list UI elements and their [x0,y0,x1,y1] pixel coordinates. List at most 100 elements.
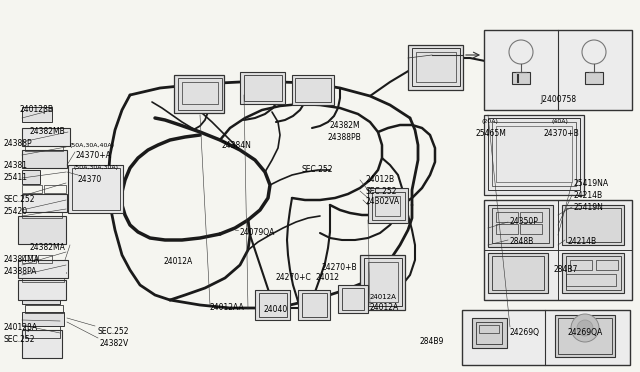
Text: 24214B: 24214B [574,190,603,199]
Text: (50A,30A,40A): (50A,30A,40A) [70,142,115,148]
Bar [368,262,398,302]
Bar [22,212,62,218]
Text: 284B9: 284B9 [420,337,444,346]
Bar [372,192,405,220]
Text: 24270+B: 24270+B [322,263,358,272]
Text: 24381: 24381 [4,161,28,170]
Bar [22,150,67,168]
Bar [22,312,64,326]
Bar [520,224,542,234]
Text: SEC.252: SEC.252 [365,186,397,196]
Bar [18,280,66,300]
Circle shape [577,320,593,336]
Text: 24370: 24370 [78,174,102,183]
Text: SEC.252: SEC.252 [4,336,35,344]
Bar [25,305,63,313]
Text: 25420: 25420 [4,206,28,215]
Bar [562,205,624,245]
Text: 24214B: 24214B [568,237,597,246]
Text: 24012: 24012 [316,273,340,282]
Text: 24012AA: 24012AA [210,304,244,312]
Bar [18,216,66,244]
Bar [566,274,616,286]
Bar [488,205,553,247]
Bar [488,118,580,190]
Bar [18,260,68,278]
Text: SEC.252: SEC.252 [4,195,35,203]
Bar [22,170,40,184]
Bar [368,188,408,223]
Text: 24388PB: 24388PB [327,134,361,142]
Text: 24269QA: 24269QA [567,327,602,337]
Bar [462,310,630,365]
Bar [22,330,62,358]
Bar [512,72,530,84]
Bar [302,293,327,317]
Bar [178,78,222,110]
Circle shape [571,314,599,342]
Text: 24382M: 24382M [330,122,360,131]
Bar [255,290,290,320]
Bar [476,322,502,344]
Text: 25465M: 25465M [476,128,507,138]
Text: 24388PA: 24388PA [4,267,37,276]
Text: 24012A: 24012A [370,304,399,312]
Bar [570,260,592,270]
Text: 24370+A: 24370+A [75,151,111,160]
Text: 24012B: 24012B [365,176,394,185]
Bar [244,75,282,101]
Bar [496,126,572,182]
Bar [408,45,463,90]
Bar [566,256,621,290]
Bar [479,325,499,333]
Bar [174,75,224,113]
Text: (40A): (40A) [551,119,568,124]
Text: 24382MB: 24382MB [30,126,66,135]
Bar [360,255,405,310]
Bar [492,208,549,243]
Text: 25411: 25411 [4,173,28,183]
Bar [22,185,42,193]
Bar [22,194,67,212]
Bar [338,285,368,313]
Text: 284B7: 284B7 [553,266,577,275]
Text: 24350P: 24350P [510,218,539,227]
Bar [492,256,544,290]
Bar [520,212,542,222]
Bar [68,165,123,213]
Bar [484,115,584,195]
Text: 24270+C: 24270+C [275,273,311,282]
Bar [484,200,632,300]
Bar [292,75,334,105]
Bar [596,260,618,270]
Text: 24040: 24040 [264,305,288,314]
Text: 24370+B: 24370+B [544,128,580,138]
Bar [416,52,456,82]
Text: (20A): (20A) [481,119,498,124]
Text: 24012A: 24012A [163,257,192,266]
Bar [555,315,615,357]
Text: SEC.252: SEC.252 [301,164,333,173]
Text: 24012βA: 24012βA [4,324,38,333]
Bar [562,253,624,293]
Bar [182,82,218,104]
Bar [25,144,63,151]
Bar [566,208,621,242]
Bar [22,255,36,263]
Bar [488,253,548,293]
Text: J2400758: J2400758 [540,96,576,105]
Bar [22,128,70,146]
Text: 24382MA: 24382MA [30,243,66,251]
Text: 24269Q: 24269Q [510,327,540,337]
Bar [25,326,60,338]
Text: 24012A: 24012A [370,294,397,300]
Text: 2848B: 2848B [510,237,534,246]
Bar [259,293,287,317]
Text: 24384MA: 24384MA [4,256,40,264]
Bar [585,72,603,84]
Text: 24382V: 24382V [100,340,129,349]
Text: 24388P: 24388P [4,138,33,148]
Bar [412,48,460,86]
Text: 25419N: 25419N [574,202,604,212]
Bar [342,288,364,310]
